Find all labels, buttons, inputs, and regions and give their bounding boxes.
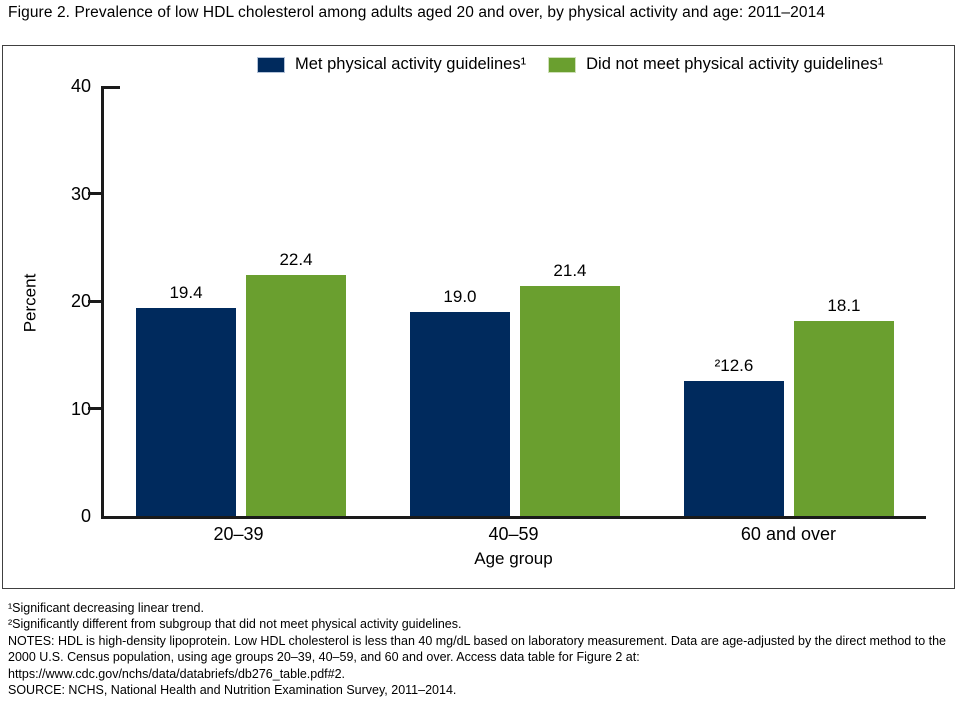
x-tick-labels: 20–39 40–59 60 and over xyxy=(101,524,926,545)
y-tick-label: 20 xyxy=(70,291,91,311)
y-tick-label: 10 xyxy=(70,398,91,419)
bar-column: 21.4 xyxy=(519,261,620,516)
y-tick-mark xyxy=(88,299,101,303)
y-tick-label: 40 xyxy=(70,76,91,96)
footnote-2: ²Significantly different from subgroup t… xyxy=(8,617,462,632)
footnote-source: SOURCE: NCHS, National Health and Nutrit… xyxy=(8,683,457,698)
footnote-notes: NOTES: HDL is high-density lipoprotein. … xyxy=(8,633,946,681)
bar-value-label: 21.4 xyxy=(553,261,587,280)
y-tick-mark xyxy=(88,407,101,410)
bar-column: 22.4 xyxy=(245,250,346,516)
y-tick-label: 30 xyxy=(70,183,91,204)
bar xyxy=(409,311,510,516)
bar-value-label: 19.0 xyxy=(443,286,477,306)
legend-swatch-did-not-meet-icon xyxy=(548,56,577,73)
x-category-label: 20–39 xyxy=(213,524,264,544)
bar-value-label: 19.4 xyxy=(169,282,203,302)
footnote-1: ¹Significant decreasing linear trend. xyxy=(8,601,204,615)
x-category-label: 60 and over xyxy=(740,524,836,544)
bar-column: 19.0 xyxy=(409,286,510,516)
footnotes: ¹Significant decreasing linear trend. ²S… xyxy=(8,600,954,698)
figure-title: Figure 2. Prevalence of low HDL choleste… xyxy=(8,4,826,21)
y-axis-title: Percent xyxy=(20,273,39,332)
bar-group: 19.4 22.4 xyxy=(104,250,378,516)
y-tick-label: 0 xyxy=(80,506,91,526)
bar-column: 19.4 xyxy=(135,282,236,516)
x-axis-title: Age group xyxy=(474,549,553,568)
bar-column: ²12.6 xyxy=(683,355,784,516)
legend-item-did-not-meet: Did not meet physical activity guideline… xyxy=(548,55,883,74)
bar xyxy=(135,307,236,516)
legend: Met physical activity guidelines¹ Did no… xyxy=(257,55,883,74)
bar-group: 19.0 21.4 xyxy=(378,261,652,516)
legend-swatch-met-icon xyxy=(257,56,285,73)
y-axis-title-wrap: Percent xyxy=(17,86,43,519)
chart-box: Met physical activity guidelines¹ Did no… xyxy=(2,45,955,589)
bar-value-label: ²12.6 xyxy=(714,355,754,375)
bar xyxy=(793,321,894,516)
bar xyxy=(245,275,346,516)
plot-area: 19.4 22.4 19.0 21.4 ²12.6 18.1 0 10 20 30 40 xyxy=(71,76,926,526)
bar-groups: 19.4 22.4 19.0 21.4 ²12.6 18.1 xyxy=(104,86,926,516)
bar-value-label: 18.1 xyxy=(827,296,861,316)
bar-group: ²12.6 18.1 xyxy=(652,296,926,516)
x-category-label: 40–59 xyxy=(488,524,539,544)
legend-label-met: Met physical activity guidelines¹ xyxy=(295,55,527,73)
y-tick-mark xyxy=(88,192,101,195)
bar-value-label: 22.4 xyxy=(279,250,313,270)
bar xyxy=(519,286,620,516)
bar-column: 18.1 xyxy=(793,296,894,516)
legend-item-met: Met physical activity guidelines¹ xyxy=(257,55,526,74)
bar xyxy=(683,380,784,516)
legend-label-did-not-meet: Did not meet physical activity guideline… xyxy=(586,55,884,73)
